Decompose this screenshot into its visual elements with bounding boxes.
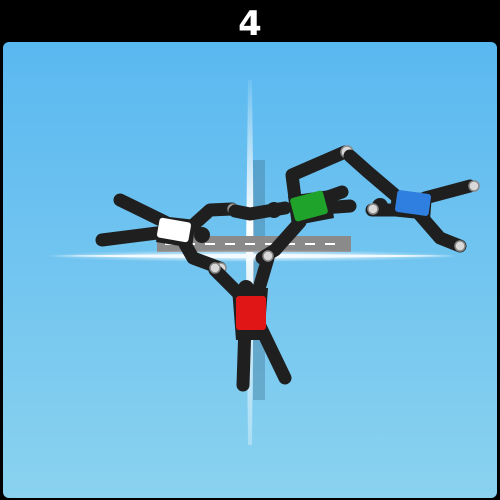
jersey [236, 296, 266, 330]
head [238, 280, 254, 296]
hand [368, 204, 378, 214]
score-counter: 4 [0, 0, 500, 44]
skydiver-blue [350, 156, 479, 251]
hand [210, 263, 220, 273]
skydiving-scene [3, 42, 497, 498]
game-view[interactable] [3, 42, 497, 498]
hand [469, 181, 479, 191]
vertical-guide-line [246, 80, 254, 445]
head [266, 202, 282, 218]
hand [455, 241, 465, 251]
jersey [395, 190, 432, 217]
head [194, 227, 210, 243]
hand [263, 251, 273, 261]
